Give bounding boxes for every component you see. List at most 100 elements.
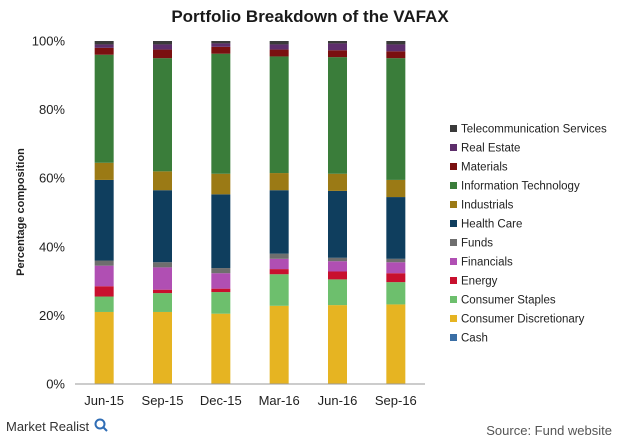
source-note: Source: Fund website: [486, 423, 612, 438]
bar-segment: [269, 44, 289, 50]
legend-swatch: [450, 125, 457, 132]
legend-swatch: [450, 201, 457, 208]
x-tick-label: Jun-15: [84, 393, 124, 408]
bar-segment: [94, 162, 114, 180]
legend-swatch: [450, 182, 457, 189]
legend-label: Consumer Discretionary: [461, 314, 585, 326]
bar-segment: [94, 260, 114, 266]
bar-segment: [153, 267, 172, 290]
bar-segment: [269, 56, 289, 174]
bar-segment: [153, 190, 172, 263]
bar-segment: [94, 179, 114, 261]
y-axis-ticks: 0% 20% 40% 60% 80% 100%: [32, 34, 66, 392]
x-tick-label: Jun-16: [318, 393, 358, 408]
bar-segment: [153, 311, 172, 384]
bar-segment: [269, 269, 289, 275]
legend-label: Consumer Staples: [461, 295, 556, 307]
bar-segment: [386, 262, 406, 274]
bar-segment: [328, 43, 347, 51]
legend-label: Funds: [461, 238, 493, 250]
legend: Telecommunication Services Real Estate Mat…: [450, 124, 607, 345]
legend-label: Cash: [461, 333, 488, 345]
y-tick-label: 20%: [39, 308, 65, 323]
bar-segment: [269, 190, 289, 254]
y-tick-label: 80%: [39, 102, 65, 117]
bar-segment: [386, 282, 406, 305]
bar-segment: [328, 261, 347, 272]
legend-label: Information Technology: [461, 181, 580, 193]
y-tick-label: 40%: [39, 239, 65, 254]
bar-segment: [94, 286, 114, 297]
y-tick-label: 100%: [32, 34, 66, 49]
bar-segment: [386, 273, 406, 283]
legend-label: Materials: [461, 162, 508, 174]
bar-segment: [211, 273, 231, 289]
brand-logo: Market Realist: [6, 418, 108, 434]
bar-segment: [269, 274, 289, 306]
bar-segment: [386, 258, 406, 263]
brand-name: Market Realist: [6, 419, 89, 434]
legend-swatch: [450, 220, 457, 227]
legend-swatch: [450, 144, 457, 151]
bar-segment: [386, 44, 406, 52]
bar-segment: [211, 288, 231, 293]
bar-segment: [153, 44, 172, 50]
bar-segment: [94, 41, 114, 45]
bar-segment: [386, 58, 406, 180]
bar-segment: [94, 54, 114, 163]
x-tick-label: Dec-15: [200, 393, 242, 408]
bar-segment: [153, 41, 172, 45]
bar-segment: [328, 190, 347, 258]
bar-segment: [211, 268, 231, 274]
bar-segment: [211, 292, 231, 314]
bar-segment: [269, 49, 289, 57]
y-tick-label: 0%: [46, 377, 65, 392]
bar-segment: [386, 304, 406, 384]
bar-segment: [153, 58, 172, 172]
bar-segment: [211, 194, 231, 269]
bar-segment: [269, 258, 289, 270]
bars: [94, 41, 406, 384]
bar-segment: [386, 197, 406, 259]
bar-segment: [386, 41, 406, 45]
bar-segment: [386, 51, 406, 59]
bar-segment: [211, 41, 231, 44]
bar-segment: [328, 279, 347, 306]
bar-segment: [153, 289, 172, 294]
legend-swatch: [450, 296, 457, 303]
bar-segment: [211, 53, 231, 174]
x-tick-label: Sep-15: [142, 393, 184, 408]
bar-segment: [153, 49, 172, 59]
legend-label: Health Care: [461, 219, 522, 231]
magnifier-handle: [102, 426, 108, 432]
bar-segment: [94, 47, 114, 55]
y-tick-label: 60%: [39, 171, 65, 186]
bar-segment: [328, 57, 347, 174]
bar-segment: [153, 262, 172, 268]
bar-segment: [269, 305, 289, 384]
bar-segment: [328, 271, 347, 280]
bar-segment: [211, 43, 231, 47]
bar-segment: [94, 265, 114, 287]
bar-segment: [269, 41, 289, 45]
bar-segment: [328, 173, 347, 191]
legend-label: Industrials: [461, 200, 514, 212]
x-axis-ticks: Jun-15 Sep-15 Dec-15 Mar-16 Jun-16 Sep-16: [84, 393, 417, 408]
y-axis-label: Percentage composition: [15, 148, 27, 276]
legend-swatch: [450, 258, 457, 265]
x-tick-label: Mar-16: [259, 393, 300, 408]
legend-swatch: [450, 334, 457, 341]
legend-label: Real Estate: [461, 143, 520, 155]
bar-segment: [328, 41, 347, 44]
bar-segment: [153, 293, 172, 312]
legend-label: Telecommunication Services: [461, 124, 607, 136]
bar-segment: [211, 313, 231, 384]
legend-swatch: [450, 163, 457, 170]
bar-segment: [386, 179, 406, 198]
bar-segment: [328, 50, 347, 58]
bar-segment: [211, 173, 231, 195]
bar-segment: [328, 257, 347, 262]
x-tick-label: Sep-16: [375, 393, 417, 408]
magnifier-icon: [94, 418, 106, 430]
